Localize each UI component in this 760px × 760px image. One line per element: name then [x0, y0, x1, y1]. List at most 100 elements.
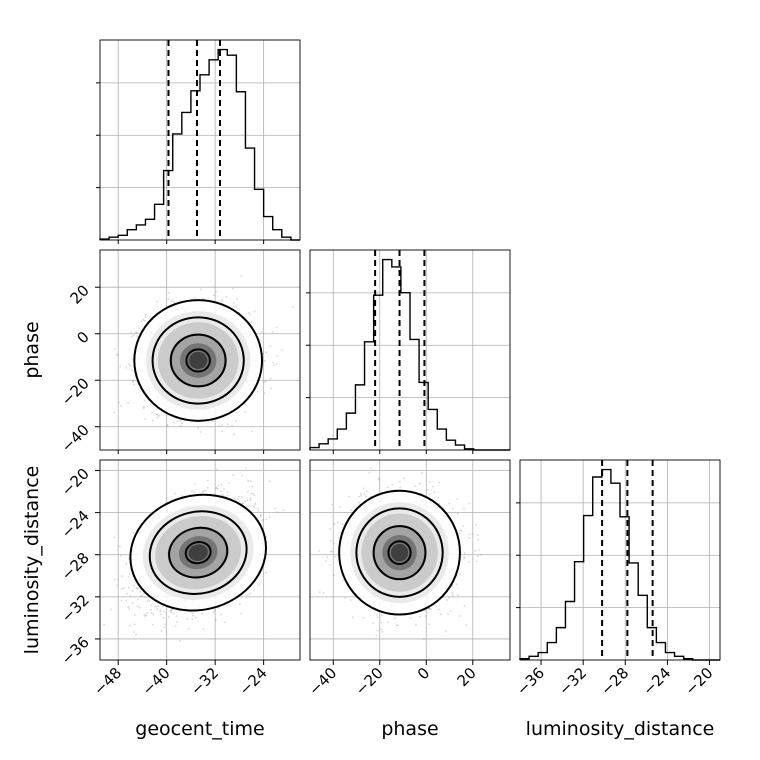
sample-point — [92, 348, 94, 350]
histogram-steps-geocent_time — [99, 48, 300, 241]
sample-point — [263, 381, 266, 383]
sample-point — [216, 468, 218, 471]
sample-point — [118, 401, 121, 404]
histogram-steps-phase — [309, 258, 510, 451]
2d-panel-luminosity_distance-vs-geocent_time — [99, 459, 301, 661]
sample-point — [207, 421, 210, 423]
sample-point — [180, 424, 182, 427]
sample-point — [170, 609, 173, 612]
sample-point — [113, 411, 116, 414]
sample-point — [236, 498, 239, 501]
sample-point — [252, 492, 255, 495]
sample-point — [215, 486, 218, 489]
sample-point — [127, 606, 130, 608]
sample-point — [119, 365, 122, 368]
sample-point — [170, 609, 173, 612]
sample-point — [146, 612, 149, 614]
sample-point — [144, 316, 147, 318]
sample-point — [136, 605, 139, 608]
sample-point — [143, 596, 146, 599]
sample-point — [187, 627, 190, 630]
sample-point — [128, 364, 131, 367]
sample-point — [250, 320, 253, 323]
sample-point — [162, 616, 165, 619]
sample-point — [256, 507, 259, 510]
sample-point — [132, 334, 135, 337]
sample-point — [162, 605, 164, 608]
sample-point — [249, 592, 252, 595]
sample-point — [265, 351, 268, 354]
sample-point — [144, 615, 147, 618]
sample-point — [261, 519, 264, 522]
sample-point — [138, 606, 141, 609]
sample-point — [184, 455, 186, 457]
sample-point — [269, 377, 272, 380]
sample-point — [128, 573, 131, 575]
sample-point — [156, 413, 159, 416]
sample-point — [236, 298, 239, 300]
histogram-phase — [306, 249, 511, 451]
sample-point — [173, 301, 175, 303]
sample-point — [217, 487, 219, 490]
sample-point — [127, 362, 130, 365]
sample-point — [137, 587, 139, 589]
sample-point — [130, 335, 133, 338]
sample-point — [186, 618, 189, 620]
sample-point — [167, 291, 170, 294]
sample-point — [264, 380, 267, 383]
sample-point — [179, 420, 182, 423]
sample-point — [151, 623, 154, 626]
sample-point — [232, 433, 235, 436]
sample-point — [113, 536, 115, 539]
sample-point — [151, 411, 154, 414]
sample-point — [116, 354, 119, 357]
sample-point — [200, 612, 203, 615]
sample-point — [146, 600, 149, 603]
sample-point — [139, 595, 142, 598]
sample-point — [136, 598, 139, 601]
2d-panel-phase-vs-geocent_time — [92, 249, 301, 457]
sample-point — [263, 360, 266, 362]
sample-point — [174, 492, 176, 495]
sample-point — [227, 423, 229, 426]
sample-point — [199, 431, 202, 433]
sample-point — [125, 562, 128, 565]
sample-point — [249, 480, 252, 483]
sample-point — [217, 425, 220, 428]
contour-line — [169, 333, 227, 388]
sample-point — [206, 479, 209, 482]
sample-point — [250, 492, 253, 495]
sample-point — [226, 490, 229, 493]
sample-point — [244, 467, 247, 470]
sample-point — [131, 590, 134, 592]
sample-point — [231, 424, 233, 427]
sample-point — [120, 575, 123, 578]
panel-frame — [99, 39, 301, 241]
sample-point — [143, 614, 146, 616]
sample-point — [274, 507, 277, 510]
sample-point — [131, 380, 134, 383]
sample-point — [115, 584, 118, 587]
sample-point — [134, 331, 137, 334]
panel-frame — [519, 459, 721, 661]
sample-point — [133, 584, 135, 587]
sample-point — [153, 605, 156, 608]
sample-point — [131, 358, 134, 361]
sample-point — [145, 614, 148, 617]
sample-point — [259, 514, 262, 517]
sample-point — [249, 499, 252, 502]
sample-point — [214, 609, 216, 611]
sample-point — [142, 407, 145, 409]
sample-point — [156, 416, 159, 419]
sample-point — [175, 615, 178, 618]
sample-point — [133, 383, 136, 386]
sample-point — [265, 571, 267, 574]
sample-point — [132, 379, 135, 382]
sample-point — [169, 610, 172, 612]
sample-point — [202, 490, 205, 492]
sample-point — [280, 348, 283, 351]
sample-point — [132, 602, 134, 604]
sample-point — [129, 594, 132, 597]
sample-point — [129, 624, 132, 627]
